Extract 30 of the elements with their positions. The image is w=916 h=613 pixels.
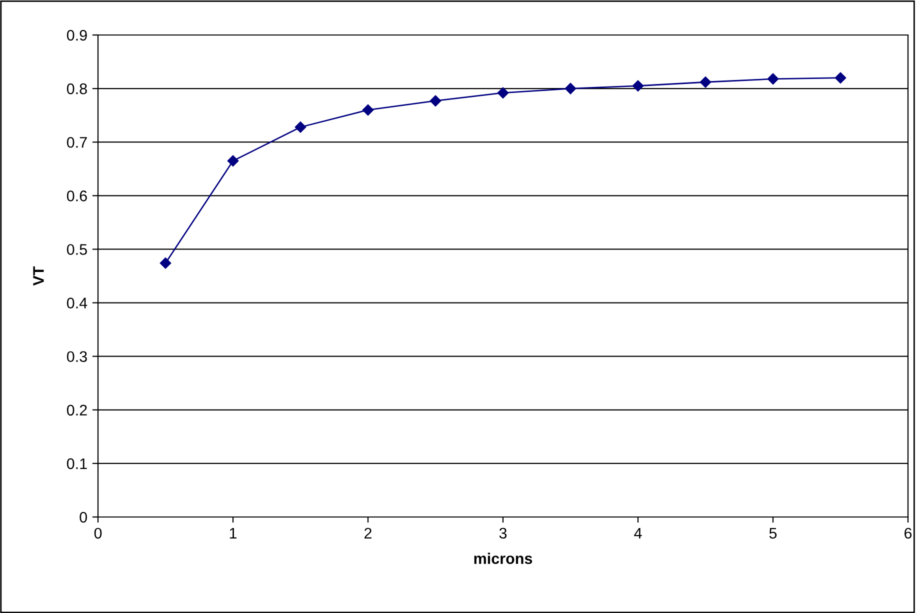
x-tick-label: 4 (634, 528, 642, 538)
x-tick-label: 3 (499, 528, 507, 539)
point (700, 76, 712, 88)
x-tick-label: 1 (230, 528, 237, 538)
point (767, 73, 779, 85)
y-tick-label: 0.9 (66, 30, 87, 41)
y-tick-label: 0.4 (66, 298, 88, 308)
x-tick-label: 2 (364, 528, 372, 538)
point (362, 104, 374, 116)
y-axis-title: VT (33, 266, 44, 286)
y-tick-label: 0.7 (66, 136, 87, 148)
point (294, 122, 306, 133)
point (834, 72, 846, 84)
point (227, 155, 239, 166)
x-tick-label: 0 (94, 528, 102, 539)
y-tick-label: 0.6 (66, 190, 87, 202)
point (430, 95, 442, 106)
point (632, 80, 644, 92)
point (160, 258, 172, 269)
x-tick-label: 5 (769, 528, 777, 539)
y-tick-label: 0.1 (66, 458, 87, 470)
y-tick-label: 0.8 (66, 83, 87, 94)
y-tick-label: 0.3 (66, 351, 87, 362)
y-tick-label: 0.5 (66, 244, 87, 255)
x-tick-label: 6 (904, 528, 912, 539)
x-axis-title: microns (474, 552, 532, 564)
point (497, 87, 509, 98)
y-tick-label: 0 (80, 512, 87, 523)
y-tick-label: 0.2 (66, 404, 87, 416)
point (564, 82, 576, 94)
